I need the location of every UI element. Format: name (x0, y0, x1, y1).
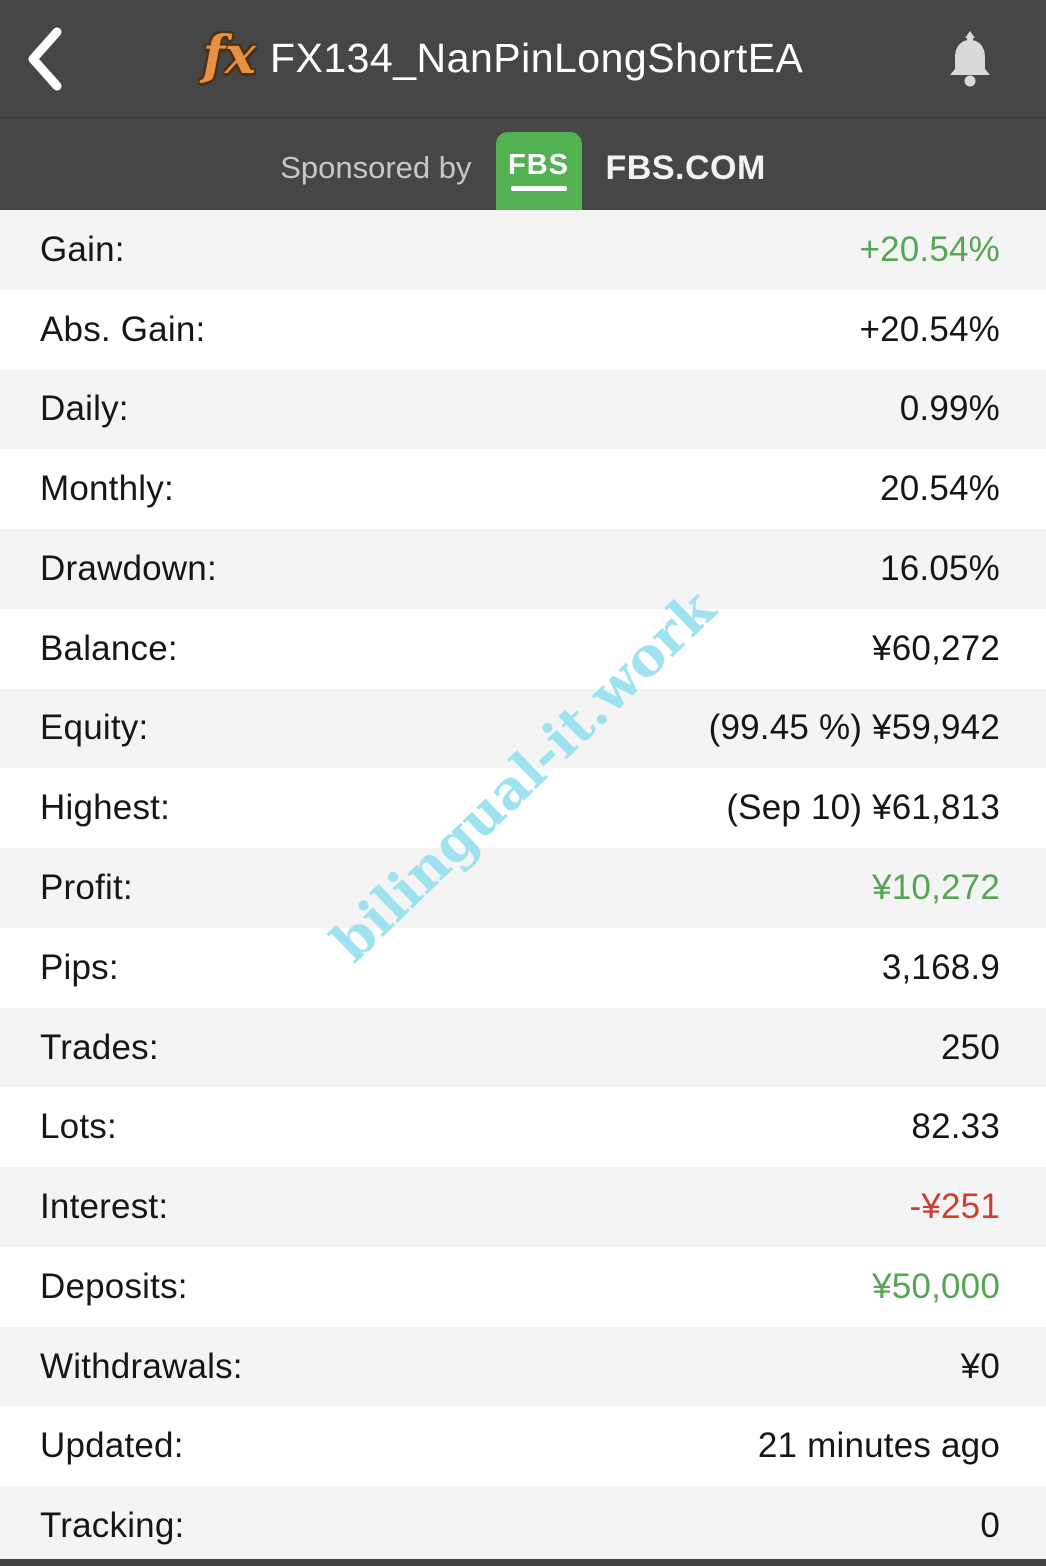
fbs-logo-underline (510, 186, 567, 191)
stat-value: 82.33 (911, 1107, 1000, 1147)
stat-label: Monthly: (40, 469, 174, 509)
stat-row-monthly: Monthly: 20.54% (0, 449, 1046, 530)
stat-value: ¥0 (960, 1346, 1000, 1386)
stat-label: Profit: (40, 868, 133, 907)
stat-label: Daily: (40, 389, 129, 429)
stat-value: (99.45 %) ¥59,942 (708, 708, 1000, 748)
stat-row-updated: Updated: 21 minutes ago (0, 1406, 1046, 1487)
stat-label: Interest: (40, 1187, 169, 1227)
stat-label: Updated: (40, 1426, 184, 1466)
stat-label: Withdrawals: (40, 1346, 243, 1386)
notifications-button[interactable] (942, 28, 998, 92)
stat-label: Pips: (40, 947, 119, 987)
bell-icon (948, 30, 992, 90)
stat-row-equity: Equity: (99.45 %) ¥59,942 (0, 688, 1046, 769)
sponsor-prefix-label: Sponsored by (280, 150, 472, 185)
stat-row-withdrawals: Withdrawals: ¥0 (0, 1326, 1046, 1407)
sponsor-banner[interactable]: Sponsored by FBS FBS.COM (0, 117, 1046, 210)
page-title: FX134_NanPinLongShortEA (269, 35, 804, 81)
sponsor-site-label: FBS.COM (605, 149, 766, 187)
fx-logo-icon: fx (202, 24, 256, 86)
navbar: fx FX134_NanPinLongShortEA (0, 0, 1046, 117)
stat-value: -¥251 (909, 1187, 1000, 1227)
back-button[interactable] (14, 24, 74, 96)
stat-row-deposits: Deposits: ¥50,000 (0, 1246, 1046, 1327)
stat-value: +20.54% (859, 229, 1000, 269)
stat-label: Balance: (40, 628, 178, 668)
stat-value: 21 minutes ago (757, 1426, 1000, 1466)
stat-value: 0 (980, 1506, 1000, 1546)
stat-row-pips: Pips: 3,168.9 (0, 927, 1046, 1008)
stat-value: (Sep 10) ¥61,813 (726, 788, 1000, 828)
stat-value: 16.05% (880, 548, 1000, 588)
stat-value: ¥50,000 (872, 1266, 1000, 1306)
stat-label: Drawdown: (40, 548, 217, 588)
stat-value: 250 (941, 1027, 1000, 1067)
stat-value: ¥10,272 (872, 868, 1000, 907)
stat-label: Abs. Gain: (40, 309, 206, 349)
stat-row-balance: Balance: ¥60,272 (0, 608, 1046, 689)
stat-label: Highest: (40, 788, 170, 828)
stat-row-interest: Interest: -¥251 (0, 1167, 1046, 1247)
stat-row-profit: Profit: ¥10,272 (0, 848, 1046, 928)
stat-row-abs-gain: Abs. Gain: +20.54% (0, 289, 1046, 370)
stat-value: 0.99% (899, 389, 1000, 429)
title-group: fx FX134_NanPinLongShortEA (202, 24, 804, 88)
stat-value: 20.54% (880, 469, 1000, 509)
stat-row-tracking: Tracking: 0 (0, 1486, 1046, 1566)
stat-label: Gain: (40, 229, 125, 269)
stat-label: Equity: (40, 708, 149, 748)
stat-label: Lots: (40, 1107, 117, 1147)
stat-row-lots: Lots: 82.33 (0, 1087, 1046, 1168)
stat-label: Trades: (40, 1027, 159, 1067)
stat-row-drawdown: Drawdown: 16.05% (0, 529, 1046, 609)
stat-row-highest: Highest: (Sep 10) ¥61,813 (0, 768, 1046, 849)
bottom-strip (0, 1559, 1046, 1566)
stat-row-daily: Daily: 0.99% (0, 369, 1046, 450)
fbs-logo-icon: FBS (495, 132, 582, 210)
stat-value: +20.54% (859, 309, 1000, 349)
stat-row-gain: Gain: +20.54% (0, 210, 1046, 290)
stats-list: Gain: +20.54% Abs. Gain: +20.54% Daily: … (0, 210, 1046, 1566)
fbs-logo-text: FBS (508, 149, 570, 181)
chevron-left-icon (25, 26, 63, 95)
stat-label: Tracking: (40, 1506, 185, 1546)
stat-row-trades: Trades: 250 (0, 1007, 1046, 1088)
stat-value: 3,168.9 (881, 947, 1000, 987)
stat-value: ¥60,272 (872, 628, 1000, 668)
stat-label: Deposits: (40, 1266, 188, 1306)
